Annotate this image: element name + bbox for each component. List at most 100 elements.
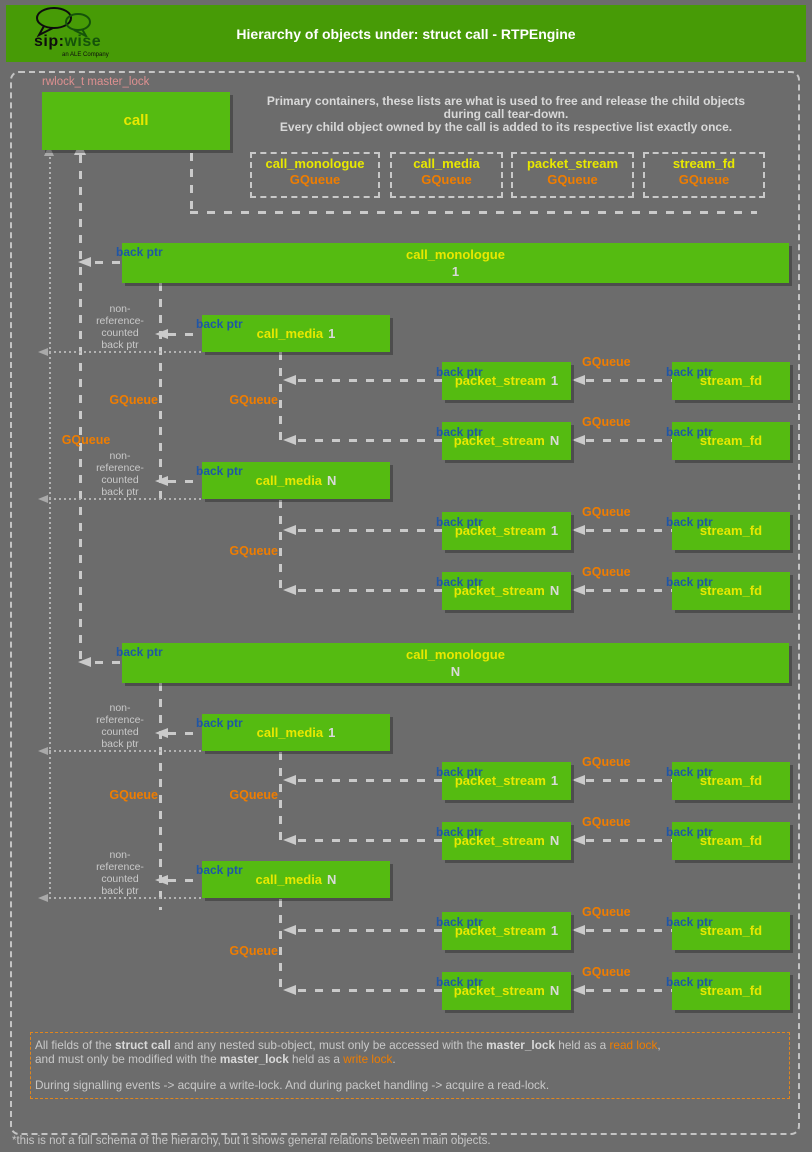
arrow-left-icon: [283, 375, 296, 385]
media-gqueue-line: [159, 683, 162, 910]
container-packet-stream-gqueue: packet_stream GQueue: [511, 152, 634, 198]
arrow-left-icon: [572, 835, 585, 845]
stream-row: GQueue packet_stream 1 back ptr stream_fd…: [0, 905, 812, 950]
stream-row: GQueue packet_stream N back ptr stream_fd…: [0, 965, 812, 1010]
back-ptr-label: back ptr: [666, 825, 713, 839]
call-media-box: call_media N: [202, 462, 390, 499]
intro-line: Every child object owned by the call is …: [279, 120, 733, 134]
back-ptr-label: back ptr: [666, 365, 713, 379]
call-to-containers-line: [190, 153, 193, 211]
back-ptr-arrow: [168, 732, 198, 735]
lock-note-line-1: All fields of the struct call and any ne…: [35, 1038, 661, 1052]
intro-text: Primary containers, these lists are what…: [252, 95, 760, 134]
back-ptr-arrow: [298, 839, 442, 842]
container-call-media-gqueue: call_media GQueue: [390, 152, 503, 198]
stream-fd-box: stream_fd: [672, 762, 790, 800]
gqueue-label: GQueue: [229, 788, 278, 802]
gqueue-label: GQueue: [61, 433, 111, 447]
back-ptr-label: back ptr: [116, 645, 163, 659]
arrow-left-icon: [572, 775, 585, 785]
arrow-left-icon: [572, 375, 585, 385]
back-ptr-label: back ptr: [436, 975, 483, 989]
back-ptr-label: back ptr: [436, 575, 483, 589]
back-ptr-label: back ptr: [666, 575, 713, 589]
gqueue-label: GQueue: [229, 393, 278, 407]
packet-stream-box: packet_stream 1: [442, 512, 571, 550]
arrow-left-icon: [572, 585, 585, 595]
monologue-back-ptr-rail: [79, 155, 82, 663]
stream-fd-box: stream_fd: [672, 912, 790, 950]
arrow-left-icon: [78, 657, 91, 667]
gqueue-arrow: [586, 839, 672, 842]
stream-row: GQueue packet_stream N back ptr stream_fd…: [0, 415, 812, 460]
back-ptr-label: back ptr: [666, 975, 713, 989]
call-monologue-bar-n: call_monologue N: [122, 643, 789, 683]
back-ptr-label: back ptr: [436, 425, 483, 439]
non-ref-back-ptr-rail: [49, 157, 51, 900]
non-ref-back-ptr-line: [44, 351, 202, 353]
arrow-left-dotted-icon: [38, 495, 48, 503]
header-bar: sip:wise an ALE Company Hierarchy of obj…: [6, 5, 806, 62]
non-ref-back-ptr-line: [44, 498, 202, 500]
container-title: packet_stream: [526, 156, 619, 171]
bar-title: call_monologue: [406, 647, 505, 662]
non-ref-back-ptr-line: [44, 897, 202, 899]
arrow-left-icon: [283, 925, 296, 935]
stream-row: GQueue packet_stream N back ptr stream_fd…: [0, 565, 812, 610]
back-ptr-arrow: [298, 379, 442, 382]
container-stream-fd-gqueue: stream_fd GQueue: [643, 152, 765, 198]
gqueue-arrow: [586, 439, 672, 442]
diagram-border: [10, 71, 800, 1135]
gqueue-label: GQueue: [582, 815, 631, 829]
gqueue-arrow: [586, 929, 672, 932]
arrow-left-icon: [283, 525, 296, 535]
non-ref-back-ptr-label: non- reference- counted back ptr: [96, 702, 144, 750]
stream-fd-box: stream_fd: [672, 972, 790, 1010]
stream-row: GQueue packet_stream 1 back ptr stream_fd…: [0, 505, 812, 550]
back-ptr-arrow: [168, 480, 198, 483]
stream-row: GQueue packet_stream 1 back ptr stream_fd…: [0, 755, 812, 800]
arrow-left-icon: [572, 435, 585, 445]
speech-bubbles-icon: [36, 7, 91, 39]
container-type: GQueue: [289, 172, 341, 187]
packet-gqueue-line: [279, 899, 282, 991]
gqueue-label: GQueue: [582, 565, 631, 579]
non-ref-back-ptr-line: [44, 750, 202, 752]
arrow-left-icon: [155, 728, 168, 738]
gqueue-label: GQueue: [229, 544, 278, 558]
non-ref-back-ptr-label: non- reference- counted back ptr: [96, 450, 144, 498]
lock-note-line-2: and must only be modified with the maste…: [35, 1051, 396, 1066]
arrow-left-icon: [78, 257, 91, 267]
call-box: call: [42, 92, 230, 150]
back-ptr-label: back ptr: [196, 317, 243, 331]
logo-tagline: an ALE Company: [62, 52, 109, 58]
stream-fd-box: stream_fd: [672, 422, 790, 460]
gqueue-label: GQueue: [109, 393, 158, 407]
arrow-left-icon: [283, 985, 296, 995]
arrow-left-icon: [155, 476, 168, 486]
gqueue-label: GQueue: [229, 944, 278, 958]
intro-line: Primary containers, these lists are what…: [266, 94, 746, 108]
master-lock-label: rwlock_t master_lock: [42, 76, 150, 88]
stream-fd-box: stream_fd: [672, 822, 790, 860]
back-ptr-label: back ptr: [436, 825, 483, 839]
back-ptr-arrow: [298, 529, 442, 532]
back-ptr-label: back ptr: [666, 515, 713, 529]
call-monologue-bar-1: call_monologue 1: [122, 243, 789, 283]
arrow-left-icon: [155, 875, 168, 885]
stream-row: GQueue packet_stream 1 back ptr stream_fd…: [0, 355, 812, 400]
media-gqueue-line: [159, 283, 162, 505]
packet-stream-box: packet_stream N: [442, 822, 571, 860]
lock-note-line-3: During signalling events -> acquire a wr…: [35, 1078, 550, 1092]
stream-row: GQueue packet_stream N back ptr stream_fd…: [0, 815, 812, 860]
arrow-left-dotted-icon: [38, 894, 48, 902]
packet-stream-box: packet_stream 1: [442, 362, 571, 400]
packet-stream-box: packet_stream N: [442, 972, 571, 1010]
packet-gqueue-line: [279, 500, 282, 591]
back-ptr-label: back ptr: [196, 716, 243, 730]
packet-stream-box: packet_stream 1: [442, 912, 571, 950]
lock-note-box: All fields of the struct call and any ne…: [30, 1032, 790, 1099]
container-call-monologue-gqueue: call_monologue GQueue: [250, 152, 380, 198]
arrow-left-icon: [283, 775, 296, 785]
packet-stream-box: packet_stream 1: [442, 762, 571, 800]
